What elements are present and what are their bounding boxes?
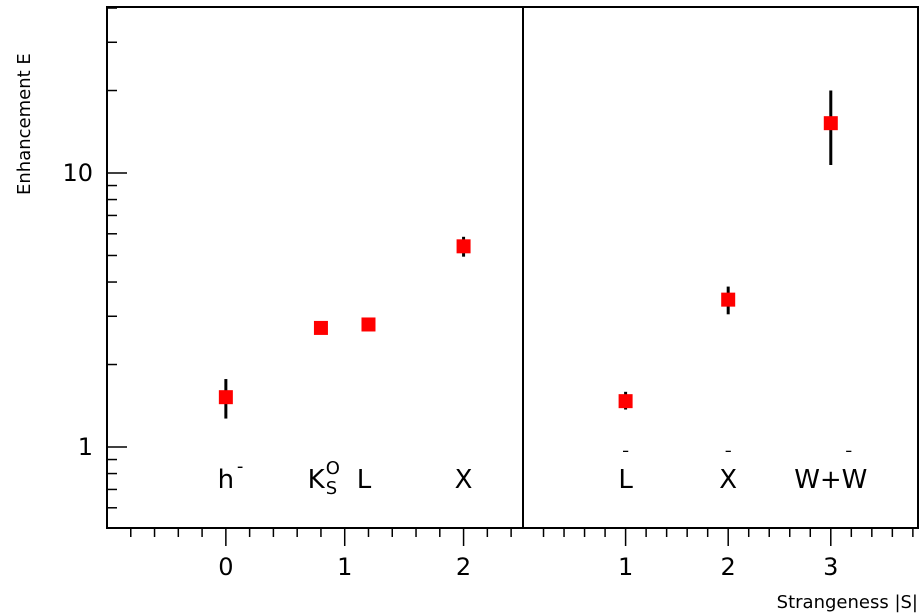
data-point xyxy=(618,394,633,409)
particle-label-bar: ¯ xyxy=(844,448,853,469)
labels-layer: h - K OS L X L¯X¯W+W¯ xyxy=(218,448,868,499)
particle-label: L¯ xyxy=(618,448,633,495)
particle-label: X¯ xyxy=(719,448,737,495)
data-point xyxy=(218,390,233,405)
panel-frame-antiparticles xyxy=(522,6,919,529)
particle-label-text: L xyxy=(618,465,633,495)
y-tick-label: 10 xyxy=(62,159,93,187)
x-tick-label: 1 xyxy=(337,553,352,581)
particle-label-suffix: L xyxy=(357,465,372,495)
data-point xyxy=(823,116,838,131)
x-tick-label: 2 xyxy=(721,553,736,581)
particle-label: K OS L xyxy=(308,458,372,499)
panels-layer xyxy=(106,6,919,529)
data-point xyxy=(456,239,471,254)
data-point xyxy=(721,292,736,307)
particle-label-text: h xyxy=(218,465,234,495)
marks-layer xyxy=(218,90,838,419)
data-point xyxy=(361,317,376,332)
particle-label: W+W¯ xyxy=(794,448,867,495)
x-tick-label: 1 xyxy=(618,553,633,581)
particle-label-text: K xyxy=(308,465,326,495)
particle-label-sup: - xyxy=(237,456,244,477)
x-tick-label: 0 xyxy=(218,553,233,581)
particle-label: X xyxy=(455,465,473,495)
particle-label-sup: O xyxy=(326,458,340,479)
particle-label-text: X xyxy=(455,465,473,495)
x-tick-label: 3 xyxy=(823,553,838,581)
particle-label-bar: ¯ xyxy=(724,448,733,469)
particle-label-text: W+W xyxy=(794,465,867,495)
particle-label-text: X xyxy=(719,465,737,495)
x-axis-title: Strangeness |S| xyxy=(777,592,918,613)
particle-label: h- xyxy=(218,456,244,495)
axes-layer: 1 10 0 1 2 1 2 3 xyxy=(62,7,914,581)
y-tick-label: 1 xyxy=(78,433,93,461)
data-point xyxy=(313,320,328,335)
particle-label-bar: ¯ xyxy=(621,448,630,469)
x-tick-label: 2 xyxy=(456,553,471,581)
particle-label-sub: S xyxy=(326,478,337,499)
y-axis-title: Enhancement E xyxy=(14,53,35,195)
